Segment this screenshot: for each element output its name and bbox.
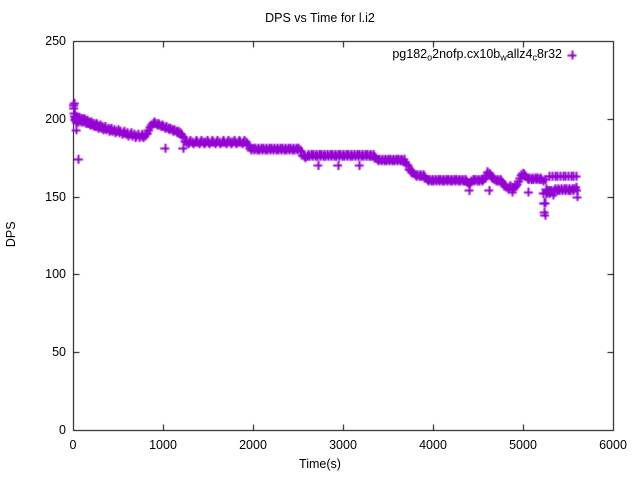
- legend-label-subscript: c: [532, 52, 537, 63]
- x-axis-tick-label: 0: [69, 438, 77, 452]
- x-axis-tick-label: 1000: [149, 438, 177, 452]
- y-axis-tick-label: 50: [52, 345, 66, 360]
- x-axis-tick-label: 3000: [329, 438, 357, 452]
- y-axis-tick-label: 150: [45, 189, 66, 204]
- y-axis-tick-label: 0: [59, 423, 66, 437]
- x-axis-tick-label: 6000: [599, 438, 627, 452]
- y-axis-title: DPS: [3, 221, 18, 248]
- legend-label-part: 8r32: [536, 47, 562, 61]
- legend-label-subscript: w: [500, 52, 507, 63]
- x-axis-tick-label: 2000: [239, 438, 267, 452]
- legend-label-part: 2nofp.cx10b: [432, 47, 501, 61]
- legend-label-part: allz4: [506, 47, 533, 61]
- legend-entry-label: pg182o2nofp.cx10bwallz4c8r32: [392, 48, 562, 63]
- legend-label-part: pg182: [392, 47, 428, 61]
- y-axis-tick-label: 250: [45, 34, 66, 48]
- y-axis-tick-label: 200: [45, 111, 66, 126]
- x-axis-title: Time(s): [299, 457, 341, 471]
- legend-label-subscript: o: [427, 52, 433, 63]
- x-axis-tick-label: 5000: [509, 438, 537, 452]
- x-axis-tick-label: 4000: [419, 438, 447, 452]
- y-axis-tick-label: 100: [45, 267, 66, 282]
- chart-title: DPS vs Time for l.i2: [265, 11, 375, 25]
